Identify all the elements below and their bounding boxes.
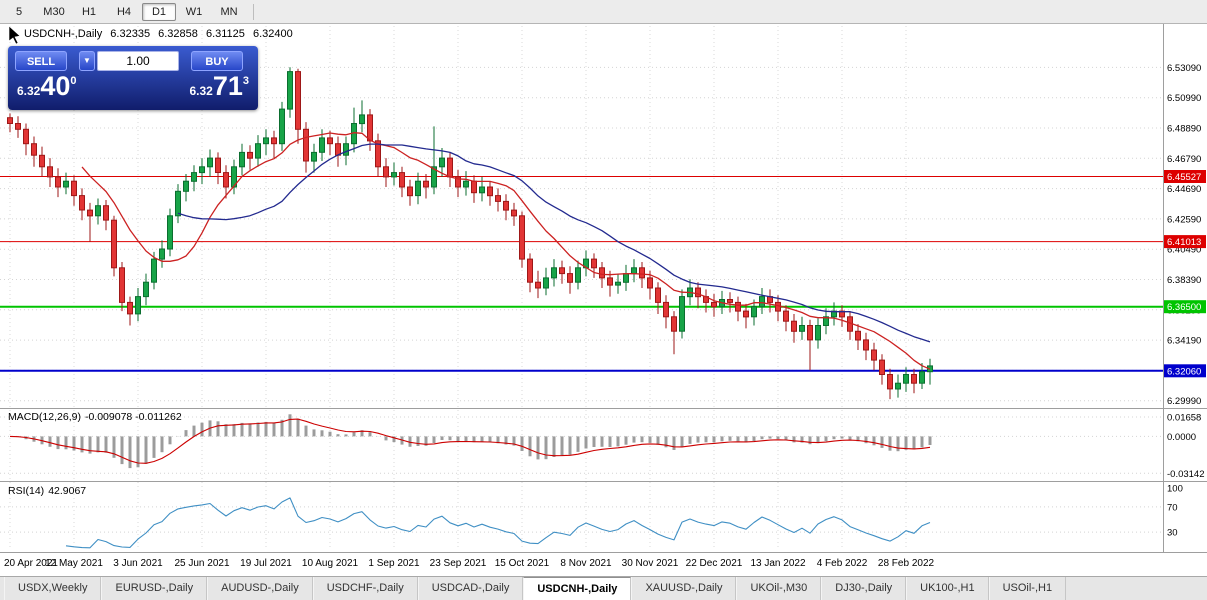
svg-text:28 Feb 2022: 28 Feb 2022 [878, 558, 935, 569]
timeframe-button-h4[interactable]: H4 [116, 5, 132, 18]
svg-text:4 Feb 2022: 4 Feb 2022 [817, 558, 868, 569]
chart-tab-usdcnh-daily[interactable]: USDCNH-,Daily [523, 577, 632, 600]
buy-price-display: 6.32713 [189, 71, 249, 101]
svg-text:6.32060: 6.32060 [1167, 366, 1201, 377]
timeframe-button-d1[interactable]: D1 [142, 2, 176, 21]
chart-tabs-bar: USDX,Weekly EURUSD-,Daily AUDUSD-,Daily USD… [0, 576, 1207, 600]
svg-text:3 Jun 2021: 3 Jun 2021 [113, 558, 163, 569]
volume-input[interactable] [97, 51, 179, 71]
chart-tab-eurusd-daily[interactable]: EURUSD-,Daily [101, 577, 208, 600]
rsi-panel[interactable]: 100 70 30 [0, 484, 1183, 549]
chart-tab-usdchf-daily[interactable]: USDCHF-,Daily [312, 577, 418, 600]
close-value: 6.32400 [252, 28, 293, 40]
svg-text:6.29990: 6.29990 [1167, 396, 1201, 407]
svg-text:25 Jun 2021: 25 Jun 2021 [174, 558, 229, 569]
sell-price-display: 6.32400 [17, 71, 77, 101]
open-value: 6.32335 [110, 28, 151, 40]
macd-indicator-label: MACD(12,26,9) -0.009078 -0.011262 [8, 411, 182, 423]
volume-dropdown-button[interactable]: ▼ [79, 51, 95, 71]
symbol-period-label: USDCNH-,Daily [24, 28, 103, 40]
svg-text:20 Apr 2021: 20 Apr 2021 [4, 558, 58, 569]
svg-text:6.41013: 6.41013 [1167, 237, 1201, 248]
svg-text:70: 70 [1167, 502, 1178, 513]
high-value: 6.32858 [158, 28, 198, 40]
price-line-badges: 6.45527 6.41013 6.36500 6.32060 [1164, 170, 1206, 378]
candlestick-series[interactable] [7, 67, 933, 400]
svg-text:19 Jul 2021: 19 Jul 2021 [240, 558, 292, 569]
sell-button[interactable]: SELL [15, 51, 67, 71]
chart-canvas[interactable]: 0.01658 0.0000 -0.03142 100 70 30 6.53090 6.509… [0, 0, 1207, 576]
svg-text:22 Dec 2021: 22 Dec 2021 [686, 558, 743, 569]
svg-text:6.38390: 6.38390 [1167, 275, 1201, 286]
svg-text:13 Jan 2022: 13 Jan 2022 [750, 558, 805, 569]
chart-tab-usoil-h1[interactable]: USOil-,H1 [988, 577, 1067, 600]
mouse-cursor-icon [8, 26, 21, 45]
buy-button[interactable]: BUY [191, 51, 243, 71]
timeframe-button-mn[interactable]: MN [220, 5, 238, 18]
svg-text:0.0000: 0.0000 [1167, 432, 1196, 443]
svg-text:6.34190: 6.34190 [1167, 336, 1201, 347]
svg-text:15 Oct 2021: 15 Oct 2021 [495, 558, 550, 569]
svg-text:6.44690: 6.44690 [1167, 184, 1201, 195]
svg-text:6.46790: 6.46790 [1167, 154, 1201, 165]
svg-text:1 Sep 2021: 1 Sep 2021 [368, 558, 420, 569]
horizontal-lines[interactable] [0, 176, 1163, 372]
svg-text:6.36500: 6.36500 [1167, 302, 1201, 313]
svg-text:12 May 2021: 12 May 2021 [45, 558, 103, 569]
rsi-indicator-label: RSI(14) 42.9067 [8, 485, 87, 497]
chart-tab-dj30-daily[interactable]: DJ30-,Daily [821, 577, 907, 600]
ma-line-red[interactable] [81, 132, 931, 370]
svg-text:8 Nov 2021: 8 Nov 2021 [560, 558, 612, 569]
svg-text:6.40490: 6.40490 [1167, 245, 1201, 256]
chart-tab-uk100-h1[interactable]: UK100-,H1 [906, 577, 989, 600]
svg-text:-0.03142: -0.03142 [1167, 469, 1205, 480]
ma-line-blue[interactable] [177, 143, 931, 343]
chart-tab-ukoil-m30[interactable]: UKOil-,M30 [736, 577, 822, 600]
svg-text:6.53090: 6.53090 [1167, 63, 1201, 74]
svg-text:23 Sep 2021: 23 Sep 2021 [430, 558, 487, 569]
chart-tab-usdx-weekly[interactable]: USDX,Weekly [4, 577, 102, 600]
macd-panel[interactable]: 0.01658 0.0000 -0.03142 [0, 413, 1205, 480]
svg-text:0.01658: 0.01658 [1167, 413, 1201, 424]
chart-tab-usdcad-daily[interactable]: USDCAD-,Daily [417, 577, 524, 600]
timeframe-toolbar: 5 M30 H1 H4 D1 W1 MN [0, 0, 1207, 24]
svg-text:100: 100 [1167, 484, 1183, 495]
low-value: 6.31125 [205, 28, 245, 40]
toolbar-separator [253, 3, 254, 20]
svg-text:6.48890: 6.48890 [1167, 124, 1201, 135]
timeframe-button-m30[interactable]: M30 [43, 5, 65, 18]
svg-text:6.45527: 6.45527 [1167, 172, 1201, 183]
chart-tab-xauusd-daily[interactable]: XAUUSD-,Daily [631, 577, 737, 600]
timeframe-button-h1[interactable]: H1 [81, 5, 97, 18]
chart-tab-audusd-daily[interactable]: AUDUSD-,Daily [207, 577, 313, 600]
svg-text:30: 30 [1167, 528, 1178, 539]
timeframe-button-5[interactable]: 5 [15, 5, 23, 18]
panel-separators [0, 24, 1207, 553]
svg-text:30 Nov 2021: 30 Nov 2021 [622, 558, 679, 569]
chart-title: USDCNH-,Daily 6.32335 6.32858 6.31125 6.… [24, 28, 298, 40]
one-click-trading-panel: SELL ▼ BUY 6.32400 6.32713 [8, 46, 258, 110]
svg-text:6.50990: 6.50990 [1167, 93, 1201, 104]
svg-text:10 Aug 2021: 10 Aug 2021 [302, 558, 359, 569]
timeframe-button-w1[interactable]: W1 [185, 5, 203, 18]
svg-text:6.42590: 6.42590 [1167, 214, 1201, 225]
